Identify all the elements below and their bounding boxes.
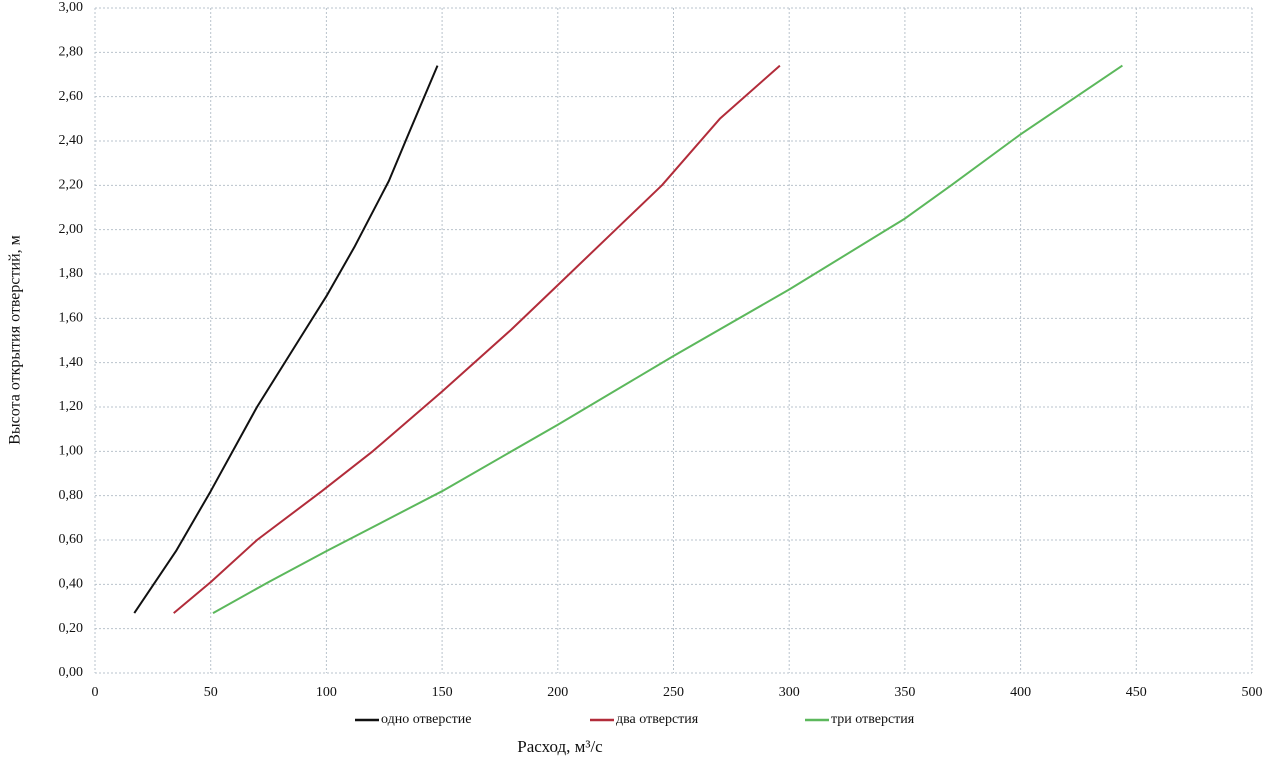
y-tick-label: 0,00 (59, 665, 84, 680)
y-axis-label: Высота открытия отверстий, м (7, 235, 24, 445)
x-tick-label: 250 (663, 685, 684, 700)
x-tick-label: 50 (204, 685, 218, 700)
y-tick-label: 0,40 (59, 577, 84, 592)
x-tick-label: 350 (894, 685, 915, 700)
y-tick-label: 1,80 (59, 266, 84, 281)
y-tick-label: 3,00 (59, 0, 84, 15)
y-tick-label: 2,00 (59, 222, 84, 237)
x-tick-label: 400 (1010, 685, 1031, 700)
y-tick-label: 2,80 (59, 45, 84, 60)
x-tick-label: 150 (432, 685, 453, 700)
series-line (173, 64, 781, 614)
x-tick-label: 450 (1126, 685, 1147, 700)
y-tick-label: 2,60 (59, 89, 84, 104)
y-tick-label: 2,40 (59, 133, 84, 148)
y-tick-label: 1,60 (59, 311, 84, 326)
x-tick-label: 300 (779, 685, 800, 700)
y-tick-label: 1,40 (59, 355, 84, 370)
series-line (133, 65, 439, 614)
y-tick-label: 1,20 (59, 399, 84, 414)
legend-label: два отверстия (616, 712, 699, 727)
legend-label: три отверстия (831, 712, 915, 727)
y-tick-label: 0,80 (59, 488, 84, 503)
y-tick-label: 0,20 (59, 621, 84, 636)
y-tick-label: 2,20 (59, 178, 84, 193)
x-tick-label: 500 (1242, 685, 1263, 700)
x-tick-label: 0 (92, 685, 99, 700)
legend-label: одно отверстие (381, 712, 471, 727)
x-tick-label: 100 (316, 685, 337, 700)
y-tick-label: 1,00 (59, 444, 84, 459)
series-line (212, 64, 1123, 614)
x-tick-label: 200 (547, 685, 568, 700)
x-axis-label: Расход, м³/с (517, 737, 603, 756)
y-tick-label: 0,60 (59, 532, 84, 547)
